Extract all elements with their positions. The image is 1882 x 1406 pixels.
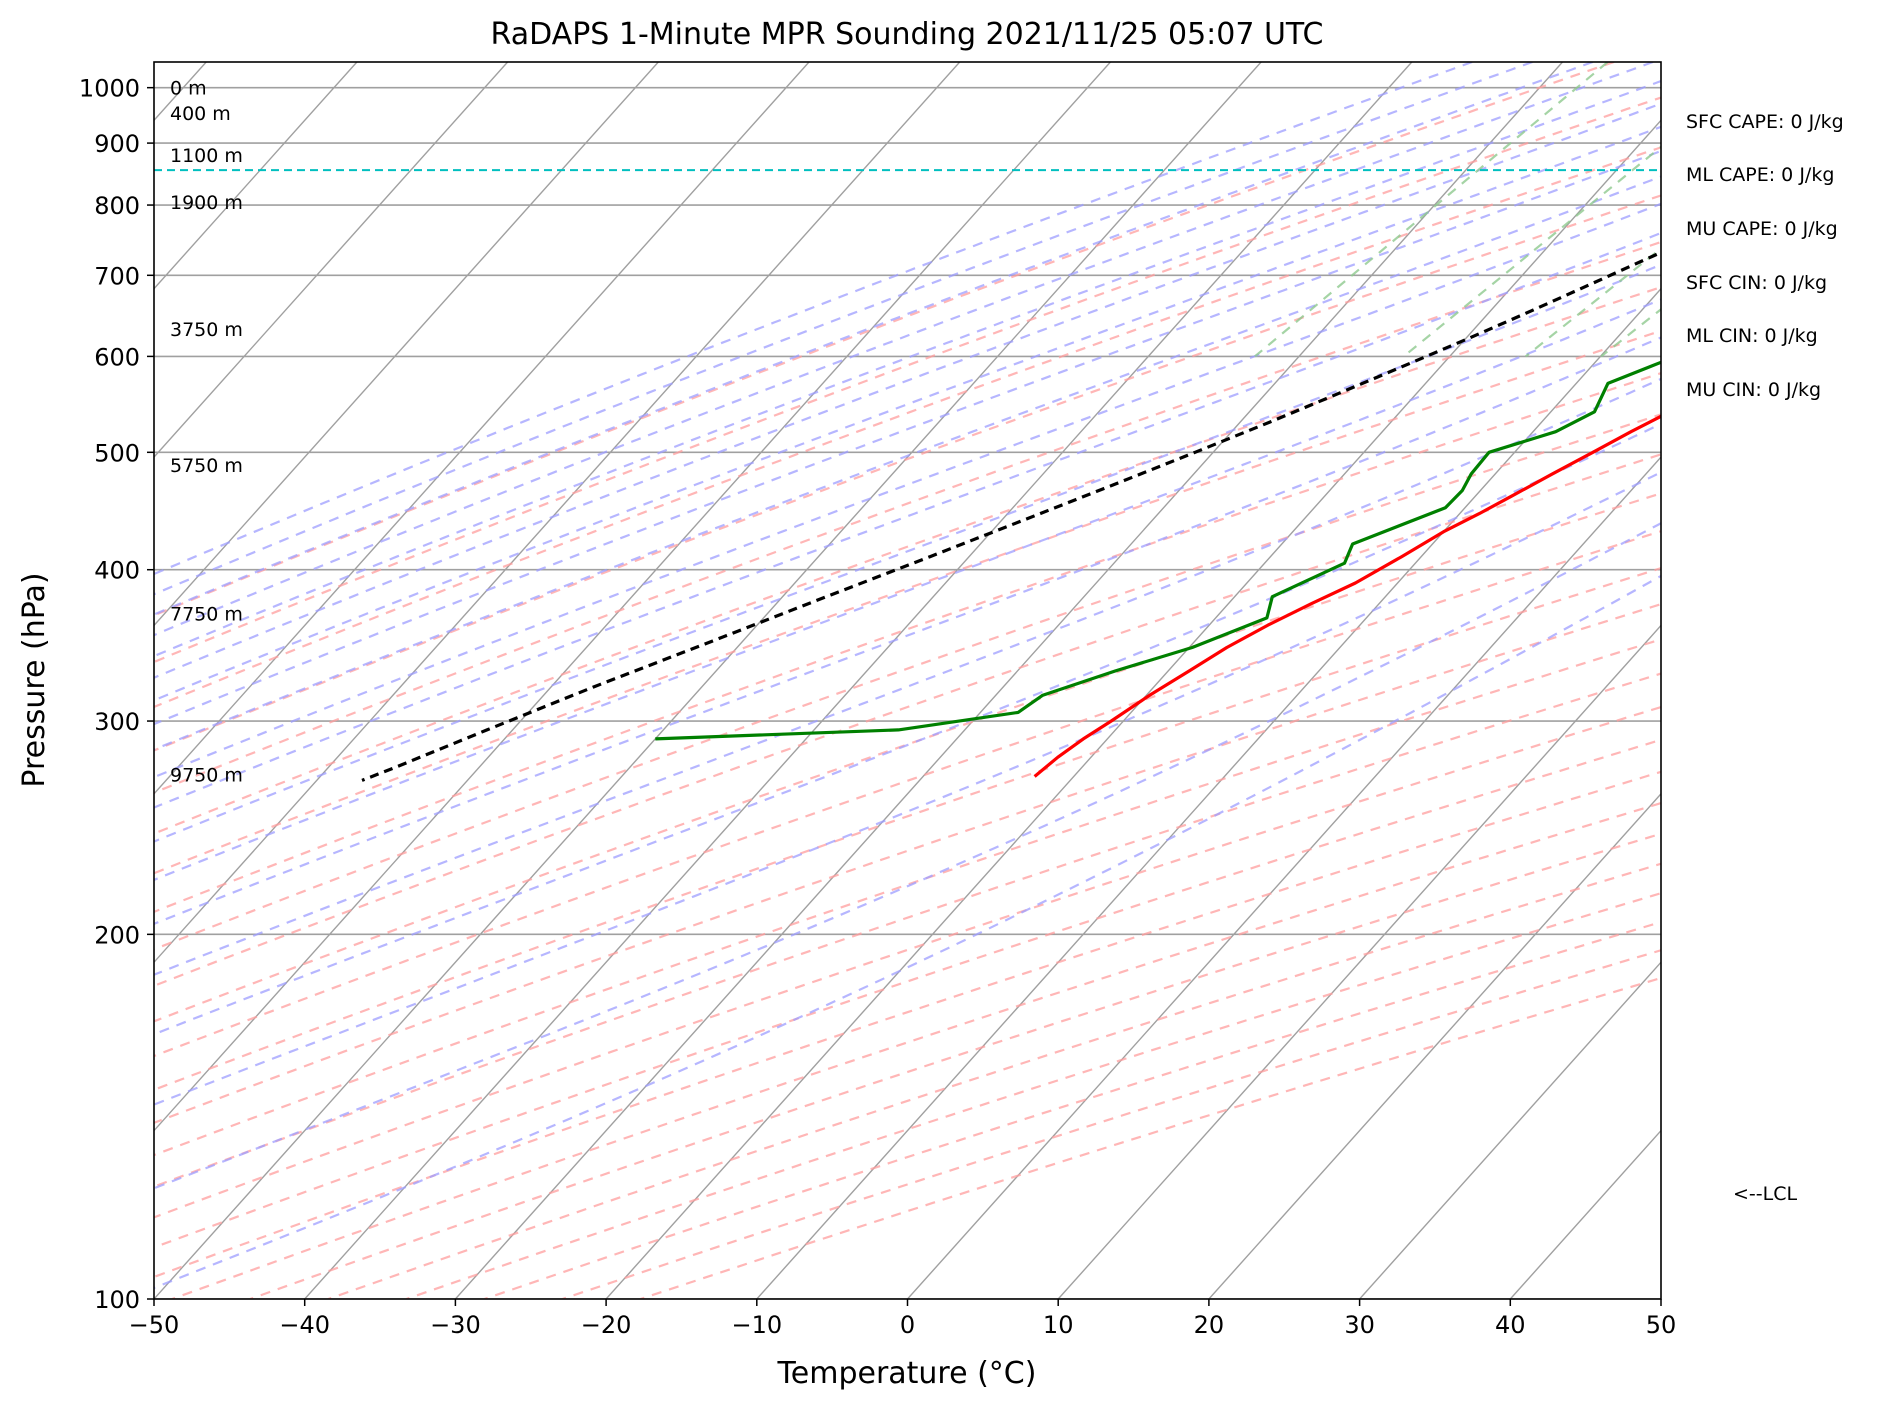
isotherm-line	[304, 62, 1413, 1299]
moist-adiabat-line	[154, 149, 1661, 726]
sfc-cape-text: SFC CAPE: 0 J/kg	[1686, 111, 1844, 133]
sfc-cin-text: SFC CIN: 0 J/kg	[1686, 272, 1827, 294]
y-axis-label: Pressure (hPa)	[17, 572, 52, 787]
moist-adiabat-line	[154, 62, 1594, 616]
isotherm-line	[154, 62, 1111, 1132]
x-tick-label: −40	[279, 1311, 330, 1339]
y-tick-label: 800	[94, 192, 140, 220]
chart-title: RaDAPS 1-Minute MPR Sounding 2021/11/25 …	[491, 17, 1324, 52]
dry-adiabat-line	[154, 329, 1661, 875]
dry-adiabat-line	[154, 372, 1661, 914]
dry-adiabat-line	[154, 672, 1661, 1188]
dry-adiabat-line	[154, 453, 1661, 988]
temperature-profile-line	[1033, 414, 1661, 778]
height-label: 400 m	[170, 103, 231, 125]
dry-adiabat-line	[154, 146, 1661, 709]
height-label: 1100 m	[170, 145, 243, 167]
height-label: 1900 m	[170, 192, 243, 214]
isotherm-line	[154, 62, 509, 459]
ml-cin-text: ML CIN: 0 J/kg	[1686, 325, 1818, 347]
y-tick-label: 400	[94, 557, 140, 585]
dry-adiabat-line	[154, 705, 1661, 1219]
y-tick-label: 200	[94, 921, 140, 949]
x-axis-label: Temperature (°C)	[777, 1356, 1037, 1391]
dry-adiabat-line	[154, 194, 1661, 752]
x-tick-label: 40	[1495, 1311, 1526, 1339]
isotherm-line	[154, 62, 358, 290]
height-labels: 0 m 400 m 1100 m 1900 m 3750 m 5750 m 7750 m 97…	[170, 78, 243, 787]
y-tick-label: 1000	[79, 75, 140, 103]
x-tick-label: 0	[900, 1311, 915, 1339]
moist-adiabat-line	[154, 231, 1661, 809]
profile-lines	[361, 250, 1661, 782]
x-tick-label: 20	[1194, 1311, 1225, 1339]
moist-adiabat-line	[154, 263, 1661, 843]
dry-adiabat-line	[154, 62, 1615, 617]
height-label: 3750 m	[170, 319, 243, 341]
dry-adiabat-line	[154, 492, 1661, 1023]
isotherm-line	[906, 456, 1661, 1299]
dry-adiabat-line	[154, 602, 1661, 1125]
isotherm-line	[756, 287, 1661, 1299]
y-tick-label: 900	[94, 130, 140, 158]
x-axis-ticks: −50 −40 −30 −20 −10 0 10 20 30 40 50	[129, 1299, 1677, 1339]
isotherm-line	[1208, 792, 1661, 1299]
isotherm-line	[154, 62, 810, 795]
isotherm-line	[154, 62, 1262, 1299]
y-axis-ticks: 100 200 300 400 500 600 700 800 900 1000	[79, 75, 154, 1314]
isotherm-line	[1057, 624, 1661, 1299]
isotherm-line	[154, 62, 961, 964]
ml-cape-text: ML CAPE: 0 J/kg	[1686, 164, 1834, 186]
moist-adiabat-line	[154, 298, 1661, 882]
x-tick-label: 30	[1344, 1311, 1375, 1339]
moist-adiabat-line	[154, 336, 1661, 926]
height-label: 9750 m	[170, 765, 243, 787]
y-tick-label: 600	[94, 343, 140, 371]
y-tick-label: 100	[94, 1286, 140, 1314]
y-tick-label: 500	[94, 439, 140, 467]
background-lines	[154, 62, 1661, 1299]
y-tick-label: 700	[94, 262, 140, 290]
x-tick-label: 10	[1043, 1311, 1074, 1339]
parcel-profile-line	[361, 250, 1661, 782]
x-tick-label: 50	[1646, 1311, 1677, 1339]
x-tick-label: −30	[430, 1311, 481, 1339]
x-tick-label: −20	[581, 1311, 632, 1339]
x-tick-label: −10	[731, 1311, 782, 1339]
moist-adiabat-line	[154, 422, 1661, 1036]
lcl-label: <--LCL	[1733, 1183, 1797, 1205]
isotherm-line	[154, 62, 659, 627]
isotherm-line	[454, 62, 1564, 1299]
dry-adiabat-line	[154, 566, 1661, 1092]
moist-adiabat-line	[154, 377, 1661, 976]
height-label: 0 m	[170, 78, 207, 100]
height-label: 5750 m	[170, 455, 243, 477]
x-tick-label: −50	[129, 1311, 180, 1339]
height-label: 7750 m	[170, 604, 243, 626]
stability-indices: SFC CAPE: 0 J/kg ML CAPE: 0 J/kg MU CAPE…	[1686, 111, 1844, 401]
mixing-ratio-line	[1254, 62, 1609, 358]
mu-cape-text: MU CAPE: 0 J/kg	[1686, 218, 1838, 240]
mu-cin-text: MU CIN: 0 J/kg	[1686, 379, 1821, 401]
moist-adiabat-line	[154, 62, 1533, 596]
moist-adiabat-line	[154, 62, 1654, 637]
isotherm-line	[605, 119, 1661, 1299]
isotherm-line	[1359, 961, 1661, 1299]
y-tick-label: 300	[94, 708, 140, 736]
dewpoint-profile-line	[655, 360, 1661, 741]
